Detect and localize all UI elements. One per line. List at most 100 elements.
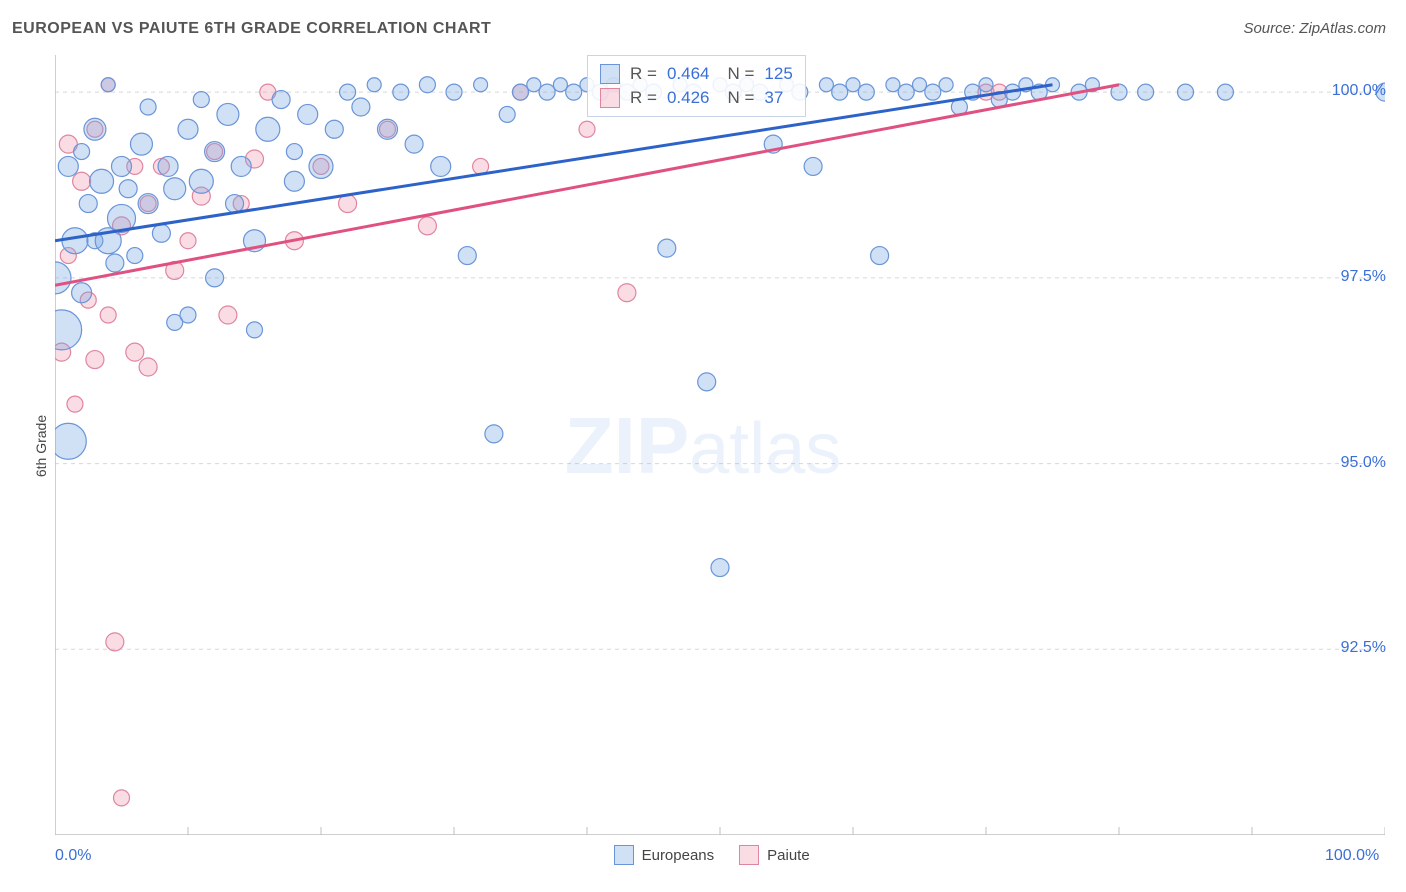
paiute-point [100, 307, 116, 323]
europeans-point [193, 92, 209, 108]
europeans-point [189, 169, 213, 193]
paiute-point [139, 358, 157, 376]
europeans-point [1217, 84, 1233, 100]
europeans-point [106, 254, 124, 272]
europeans-point [474, 78, 488, 92]
europeans-point [101, 78, 115, 92]
europeans-point [286, 144, 302, 160]
europeans-point [127, 248, 143, 264]
europeans-point [309, 154, 333, 178]
europeans-point [226, 195, 244, 213]
y-tick-label: 100.0% [1316, 82, 1386, 100]
paiute-point [180, 233, 196, 249]
legend-label: Paiute [767, 847, 810, 864]
legend-item: Paiute [739, 845, 810, 865]
europeans-point [819, 78, 833, 92]
europeans-point [979, 78, 993, 92]
legend-r-value: 0.464 [667, 64, 710, 84]
europeans-point [858, 84, 874, 100]
europeans-point [913, 78, 927, 92]
europeans-point [886, 78, 900, 92]
europeans-point [566, 84, 582, 100]
paiute-point [418, 217, 436, 235]
legend-n-value: 125 [764, 64, 792, 84]
paiute-point [114, 790, 130, 806]
europeans-point [140, 99, 156, 115]
europeans-point [1178, 84, 1194, 100]
europeans-point [340, 84, 356, 100]
europeans-point [513, 84, 529, 100]
europeans-point [130, 133, 152, 155]
legend-swatch [739, 845, 759, 865]
legend-r-label: R = [630, 64, 657, 84]
europeans-point [206, 269, 224, 287]
europeans-point [84, 118, 106, 140]
paiute-point [67, 396, 83, 412]
europeans-point [272, 91, 290, 109]
europeans-point [152, 224, 170, 242]
paiute-point [86, 351, 104, 369]
europeans-point [1138, 84, 1154, 100]
europeans-point [158, 156, 178, 176]
europeans-point [378, 119, 398, 139]
europeans-point [458, 247, 476, 265]
europeans-point [247, 322, 263, 338]
europeans-point [393, 84, 409, 100]
legend-n-label: N = [727, 88, 754, 108]
europeans-point [711, 559, 729, 577]
legend-label: Europeans [642, 847, 715, 864]
europeans-point [58, 156, 78, 176]
europeans-point [871, 247, 889, 265]
y-tick-label: 95.0% [1316, 454, 1386, 472]
europeans-point [231, 156, 251, 176]
europeans-point [539, 84, 555, 100]
legend-swatch [600, 64, 620, 84]
europeans-point [446, 84, 462, 100]
paiute-point [106, 633, 124, 651]
legend-n-value: 37 [764, 88, 783, 108]
europeans-point [180, 307, 196, 323]
europeans-point [164, 178, 186, 200]
scatter-plot [55, 55, 1385, 835]
legend-r-value: 0.426 [667, 88, 710, 108]
europeans-point [325, 120, 343, 138]
europeans-point [74, 144, 90, 160]
europeans-point [367, 78, 381, 92]
europeans-point [217, 103, 239, 125]
europeans-point [112, 156, 132, 176]
europeans-point [698, 373, 716, 391]
legend-row: R = 0.426 N = 37 [600, 86, 793, 110]
europeans-point [804, 157, 822, 175]
europeans-point [898, 84, 914, 100]
europeans-point [90, 169, 114, 193]
europeans-point [499, 106, 515, 122]
paiute-point [126, 343, 144, 361]
europeans-point [72, 283, 92, 303]
y-tick-label: 92.5% [1316, 639, 1386, 657]
x-tick-label: 0.0% [55, 847, 91, 865]
europeans-point [55, 310, 82, 350]
europeans-point [55, 262, 71, 294]
x-tick-label: 100.0% [1325, 847, 1379, 865]
europeans-point [485, 425, 503, 443]
europeans-point [939, 78, 953, 92]
europeans-point [419, 77, 435, 93]
europeans-point [119, 180, 137, 198]
europeans-point [846, 78, 860, 92]
legend-row: R =0.464N =125 [600, 62, 793, 86]
y-tick-label: 97.5% [1316, 268, 1386, 286]
y-axis-label: 6th Grade [33, 415, 49, 477]
europeans-point [832, 84, 848, 100]
europeans-point [284, 171, 304, 191]
europeans-point [527, 78, 541, 92]
europeans-point [138, 194, 158, 214]
paiute-point [618, 284, 636, 302]
legend-r-label: R = [630, 88, 657, 108]
correlation-legend: R = 0.464 N = 125R = 0.426 N = 37 [587, 55, 806, 117]
europeans-point [178, 119, 198, 139]
europeans-trend-line [55, 85, 1053, 241]
legend-swatch [614, 845, 634, 865]
europeans-point [205, 142, 225, 162]
europeans-point [431, 156, 451, 176]
legend-item: Europeans [614, 845, 715, 865]
